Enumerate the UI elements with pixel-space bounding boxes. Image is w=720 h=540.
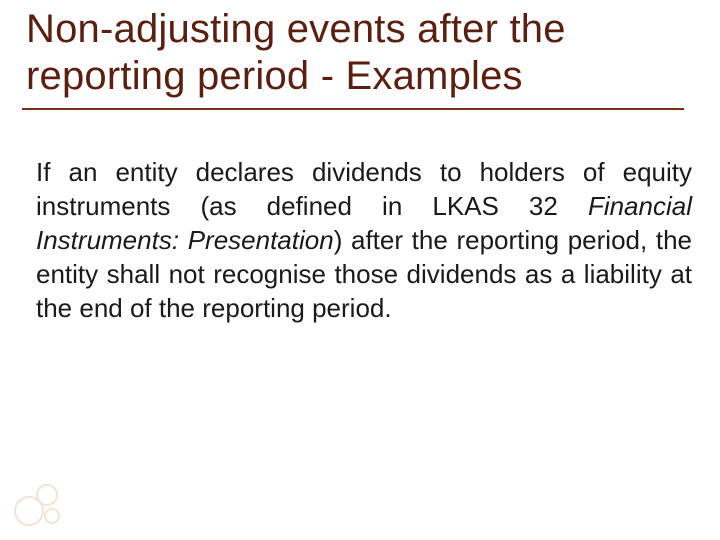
ring-icon <box>44 508 60 524</box>
ring-icon <box>36 484 58 506</box>
corner-rings-icon <box>14 478 66 530</box>
slide-title: Non-adjusting events after the reporting… <box>26 6 694 100</box>
slide-body: If an entity declares dividends to holde… <box>26 156 694 325</box>
slide: Non-adjusting events after the reporting… <box>0 0 720 540</box>
title-underline <box>22 108 684 110</box>
